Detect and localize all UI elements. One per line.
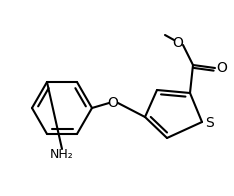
Text: S: S — [205, 116, 213, 130]
Text: O: O — [216, 61, 227, 75]
Text: O: O — [172, 36, 183, 50]
Text: NH₂: NH₂ — [50, 149, 74, 162]
Text: O: O — [108, 96, 118, 110]
